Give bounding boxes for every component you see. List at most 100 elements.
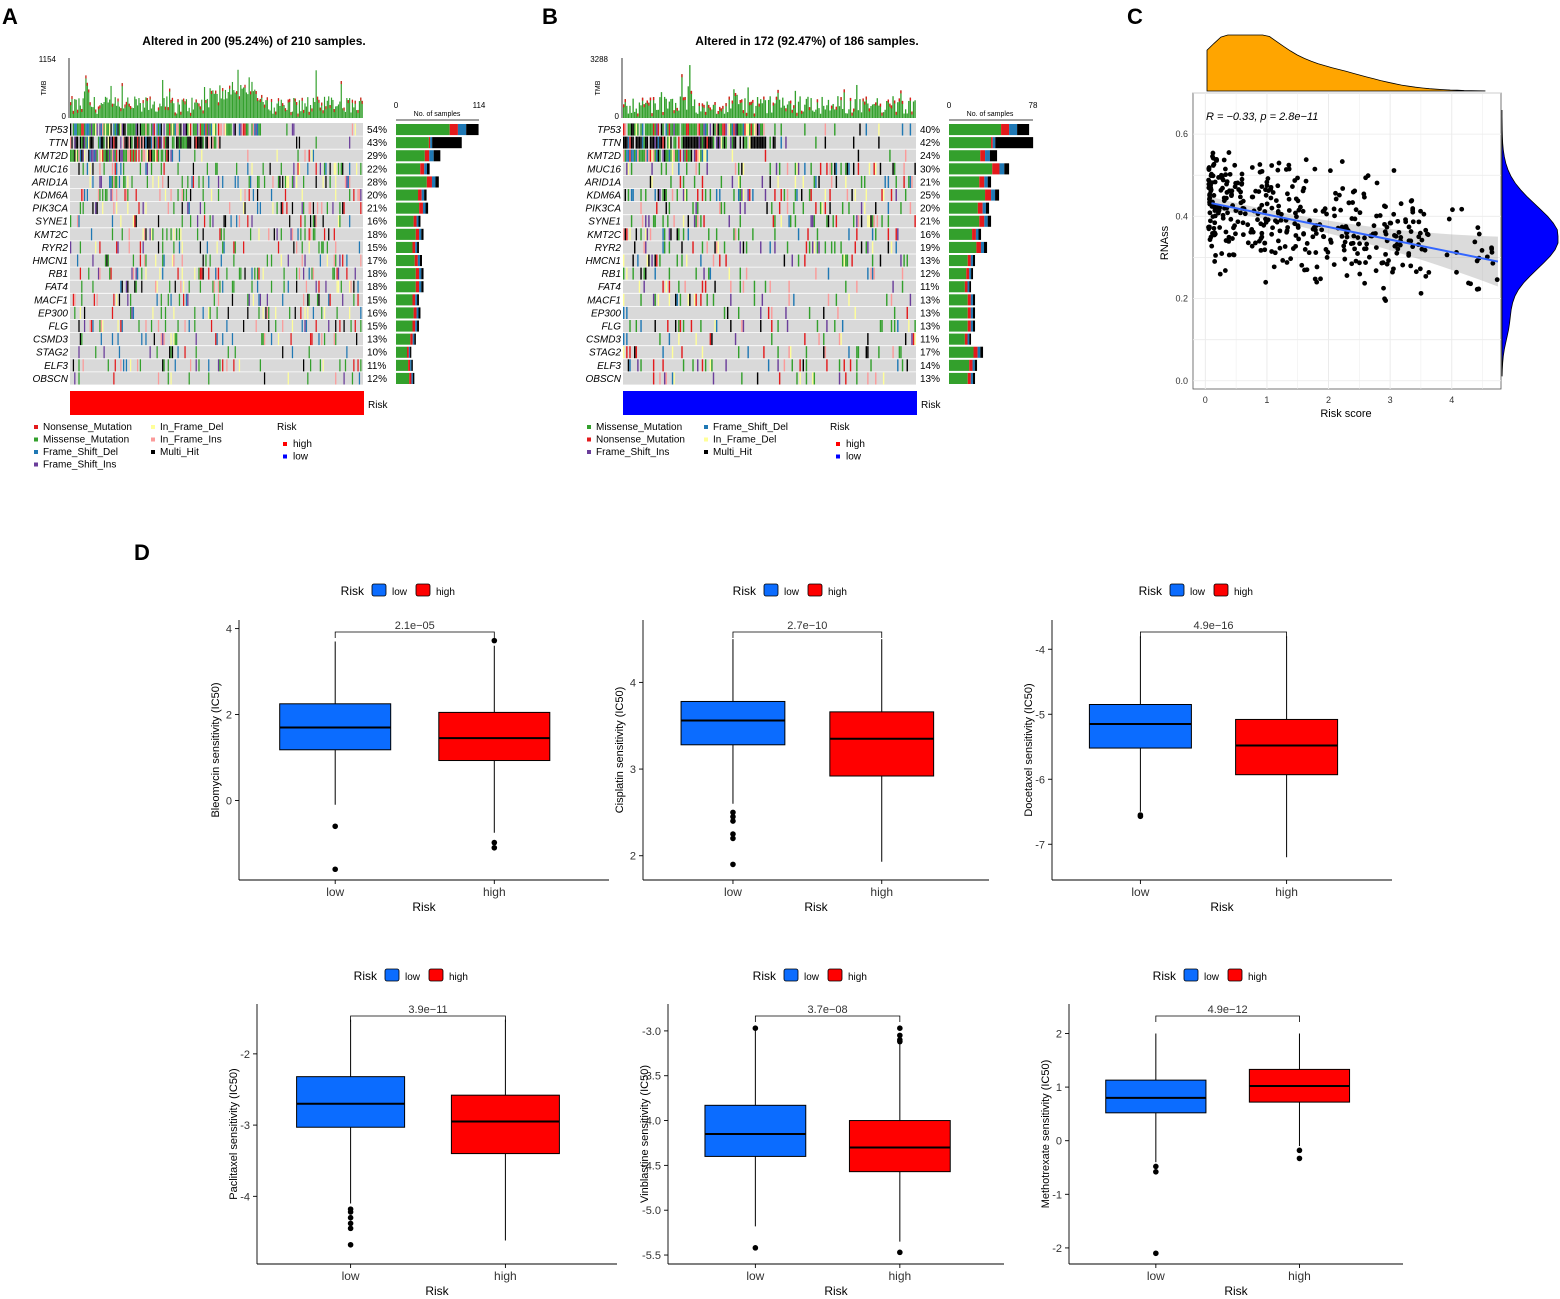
scatter-point bbox=[1238, 200, 1244, 206]
mutation-cell bbox=[626, 346, 628, 359]
tmb-bar bbox=[723, 113, 726, 118]
legend-swatch-high bbox=[428, 968, 444, 982]
scatter-point bbox=[1229, 193, 1234, 199]
tmb-bar-segment bbox=[129, 106, 132, 110]
mutation-cell bbox=[801, 189, 803, 202]
tmb-bar-segment bbox=[681, 74, 683, 78]
tmb-bar bbox=[83, 91, 86, 118]
mutation-cell bbox=[657, 123, 660, 136]
mutation-cell bbox=[129, 306, 132, 319]
tmb-bar bbox=[832, 103, 834, 118]
tmb-bar-segment bbox=[322, 110, 324, 114]
scatter-point bbox=[1391, 211, 1397, 217]
mutation-cell bbox=[145, 162, 147, 175]
tmb-bar bbox=[815, 109, 817, 118]
gene-label: RYR2 bbox=[595, 243, 622, 254]
mutation-cell bbox=[107, 123, 109, 136]
mutation-cell bbox=[824, 123, 827, 136]
mutation-cell bbox=[251, 280, 253, 293]
mutation-cell bbox=[318, 333, 320, 346]
tmb-bar bbox=[307, 97, 309, 118]
mutation-cell bbox=[830, 162, 833, 175]
mutation-cell bbox=[786, 241, 789, 254]
tmb-bar bbox=[852, 108, 855, 118]
mutation-cell bbox=[838, 333, 841, 346]
tmb-bar-segment bbox=[909, 97, 912, 101]
mutation-cell bbox=[848, 346, 850, 359]
mutation-cell bbox=[171, 149, 174, 162]
tmb-bar bbox=[342, 108, 344, 118]
box-high bbox=[848, 1120, 951, 1173]
mutation-cell bbox=[682, 189, 685, 202]
sample-count-bar bbox=[396, 333, 411, 345]
legend-swatch bbox=[34, 425, 38, 429]
scatter-point bbox=[1271, 264, 1277, 270]
gene-label: CSMD3 bbox=[33, 335, 68, 346]
mutation-cell bbox=[129, 359, 132, 372]
mutation-cell bbox=[797, 162, 800, 175]
mutation-cell bbox=[116, 162, 118, 175]
tmb-bar-segment bbox=[343, 107, 345, 111]
mutation-cell bbox=[684, 149, 686, 162]
tmb-bar bbox=[708, 104, 710, 118]
mutation-cell bbox=[623, 123, 625, 136]
mutation-cell bbox=[319, 162, 322, 175]
mutation-cell bbox=[343, 372, 345, 385]
y-tick-label: 4 bbox=[226, 624, 232, 636]
mutation-cell bbox=[296, 241, 298, 254]
mutation-cell bbox=[663, 372, 666, 385]
mutation-cell bbox=[641, 136, 644, 149]
scatter-point bbox=[1332, 213, 1337, 219]
tmb-bar-segment bbox=[749, 102, 751, 106]
mutation-cell bbox=[185, 123, 188, 136]
y-tick-label: -3 bbox=[240, 1120, 250, 1132]
mutation-cell bbox=[733, 136, 735, 149]
mutation-cell bbox=[909, 175, 912, 188]
scatter-point bbox=[1262, 240, 1268, 246]
sample-count-bar bbox=[419, 281, 422, 293]
tmb-bar-segment bbox=[791, 109, 793, 113]
sample-count-bar bbox=[976, 241, 981, 253]
tmb-bar bbox=[830, 105, 833, 118]
tmb-bar bbox=[180, 111, 182, 118]
mutation-cell bbox=[336, 267, 338, 280]
mutation-cell bbox=[135, 280, 137, 293]
mutation-cell bbox=[626, 136, 628, 149]
mutation-cell bbox=[665, 372, 667, 385]
scatter-point bbox=[1346, 200, 1352, 206]
scatter-point bbox=[1256, 238, 1262, 244]
tmb-bar bbox=[797, 101, 800, 118]
mutation-cell bbox=[333, 333, 335, 346]
mutation-cell bbox=[315, 280, 317, 293]
mutation-cell bbox=[300, 306, 302, 319]
mutation-cell bbox=[234, 123, 236, 136]
panel-label-c: C bbox=[1127, 4, 1143, 29]
mutation-cell bbox=[198, 175, 200, 188]
mutation-cell bbox=[624, 149, 626, 162]
gene-label: FAT4 bbox=[45, 282, 68, 293]
scatter-point bbox=[1258, 247, 1264, 253]
mutation-cell bbox=[106, 136, 108, 149]
percent-label: 20% bbox=[920, 204, 940, 215]
percent-label: 15% bbox=[367, 295, 387, 306]
mutation-cell bbox=[143, 123, 146, 136]
percent-label: 16% bbox=[367, 308, 387, 319]
tmb-bar bbox=[88, 89, 90, 118]
tmb-bar bbox=[726, 112, 729, 118]
mutation-cell bbox=[181, 189, 183, 202]
box-low bbox=[1105, 1079, 1207, 1114]
mutation-cell bbox=[157, 215, 160, 228]
tmb-bar-segment bbox=[714, 102, 716, 106]
mutation-cell bbox=[188, 320, 190, 333]
mutation-cell bbox=[311, 333, 313, 346]
tmb-bar bbox=[196, 102, 199, 118]
mutation-cell bbox=[76, 136, 79, 149]
mutation-cell bbox=[657, 293, 660, 306]
mutation-cell bbox=[308, 228, 310, 241]
tmb-bar bbox=[329, 105, 331, 118]
mutation-cell bbox=[722, 123, 724, 136]
mutation-cell bbox=[153, 123, 155, 136]
mutation-cell bbox=[270, 333, 273, 346]
mutation-cell bbox=[841, 202, 844, 215]
mutation-cell bbox=[901, 267, 904, 280]
